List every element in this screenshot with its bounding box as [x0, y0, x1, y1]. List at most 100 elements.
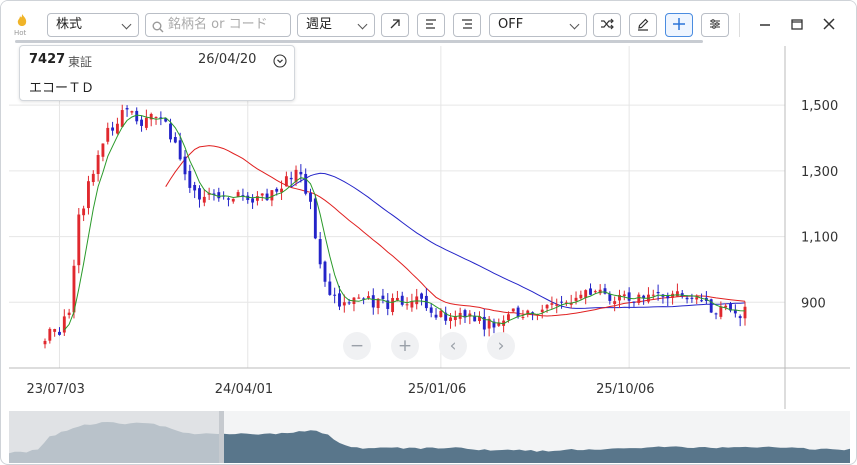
market-select[interactable]: 株式 [47, 13, 139, 37]
candle-body [429, 307, 433, 313]
shuffle-button[interactable] [593, 13, 621, 37]
candle-body [289, 177, 293, 180]
candle-body [526, 310, 530, 315]
crosshair-button[interactable] [665, 13, 693, 37]
shuffle-icon [600, 16, 614, 35]
maximize-button[interactable] [787, 15, 807, 35]
search-placeholder: 銘柄名 or コード [168, 17, 268, 32]
zoom-in-button[interactable]: + [391, 332, 419, 360]
align-right-button[interactable] [453, 13, 481, 37]
candle-body [309, 192, 312, 202]
candle-body [492, 321, 496, 328]
search-icon [152, 19, 164, 33]
candle-body [482, 316, 486, 330]
candle-body [719, 306, 723, 317]
stock-code: 7427 [29, 52, 66, 67]
candle-body [188, 170, 192, 188]
candle-body [685, 297, 689, 300]
candle-body [91, 173, 95, 183]
chevron-down-circle-icon [273, 54, 287, 68]
pencil-icon [636, 16, 650, 35]
candle-body [304, 173, 308, 194]
candle-body [241, 195, 245, 197]
candle-body [613, 301, 617, 305]
indicator-select[interactable]: OFF [489, 13, 587, 37]
candle-body [632, 301, 636, 303]
candle-body [589, 288, 592, 295]
candle-body [434, 314, 438, 318]
candle-body [540, 309, 544, 313]
period-select[interactable]: 週足 [297, 13, 375, 37]
draw-button[interactable] [629, 13, 657, 37]
scroll-right-button[interactable]: › [487, 332, 515, 360]
align-left-button[interactable] [417, 13, 445, 37]
candle-body [125, 108, 129, 110]
candle-body [198, 188, 201, 200]
candle-body [560, 301, 563, 303]
candle-body [415, 296, 419, 305]
candle-body [217, 192, 221, 199]
candle-body [516, 307, 520, 317]
candle-body [453, 316, 457, 321]
scroll-left-button[interactable]: ‹ [439, 332, 467, 360]
candle-body [584, 290, 588, 298]
navigator-handle[interactable] [219, 411, 224, 463]
hot-flame-icon[interactable] [15, 13, 29, 29]
stock-info-panel: 7427 東証 26/04/20 エコーＴＤ [19, 45, 295, 101]
candle-body [159, 117, 163, 119]
candle-body [193, 184, 197, 191]
candle-body [656, 291, 660, 294]
toolbar-scrollbar[interactable] [15, 40, 703, 43]
candle-body [651, 294, 655, 296]
candle-body [149, 113, 153, 120]
indicator-select-value: OFF [498, 17, 524, 32]
candle-body [265, 193, 269, 201]
candle-body [173, 137, 177, 143]
settings-button[interactable] [701, 13, 729, 37]
candle-body [169, 123, 172, 140]
candle-body [598, 289, 602, 294]
candle-body [622, 294, 626, 296]
market-select-value: 株式 [56, 17, 83, 32]
expand-info-button[interactable] [273, 53, 287, 68]
candle-body [579, 294, 583, 299]
candle-body [357, 297, 361, 299]
search-input[interactable]: 銘柄名 or コード [145, 13, 291, 37]
candle-body [627, 292, 631, 301]
candle-body [671, 293, 675, 298]
x-tick-label: 25/01/06 [408, 382, 466, 397]
ma-long-line [290, 172, 746, 309]
candle-body [400, 295, 404, 305]
candle-body [251, 198, 255, 203]
toolbar: Hot 株式 銘柄名 or コード 週足 OFF [1, 1, 856, 45]
chevron-left-icon: ‹ [449, 336, 457, 356]
candle-body [338, 293, 341, 307]
candle-body [362, 298, 366, 300]
candle-body [101, 143, 105, 157]
candle-body [473, 315, 477, 322]
plus-icon: + [397, 336, 413, 356]
candle-body [280, 188, 283, 193]
candle-body [115, 123, 119, 134]
trendline-tool-button[interactable] [381, 13, 409, 37]
candle-body [680, 293, 684, 297]
align-right-icon [460, 16, 474, 35]
candle-body [294, 169, 298, 182]
navigator-unselected-range [9, 411, 219, 463]
close-button[interactable] [819, 15, 839, 35]
candle-body [690, 297, 694, 299]
candle-body [255, 196, 259, 201]
zoom-out-button[interactable]: − [343, 332, 371, 360]
candle-body [724, 305, 728, 308]
candle-body [77, 214, 81, 266]
candle-body [555, 304, 559, 306]
candle-body [511, 308, 515, 312]
candle-body [449, 317, 452, 322]
range-navigator[interactable] [9, 411, 850, 463]
candle-body [666, 295, 670, 299]
candle-body [164, 118, 168, 122]
minimize-button[interactable] [755, 15, 775, 35]
candle-body [236, 192, 240, 197]
candle-body [675, 291, 679, 297]
